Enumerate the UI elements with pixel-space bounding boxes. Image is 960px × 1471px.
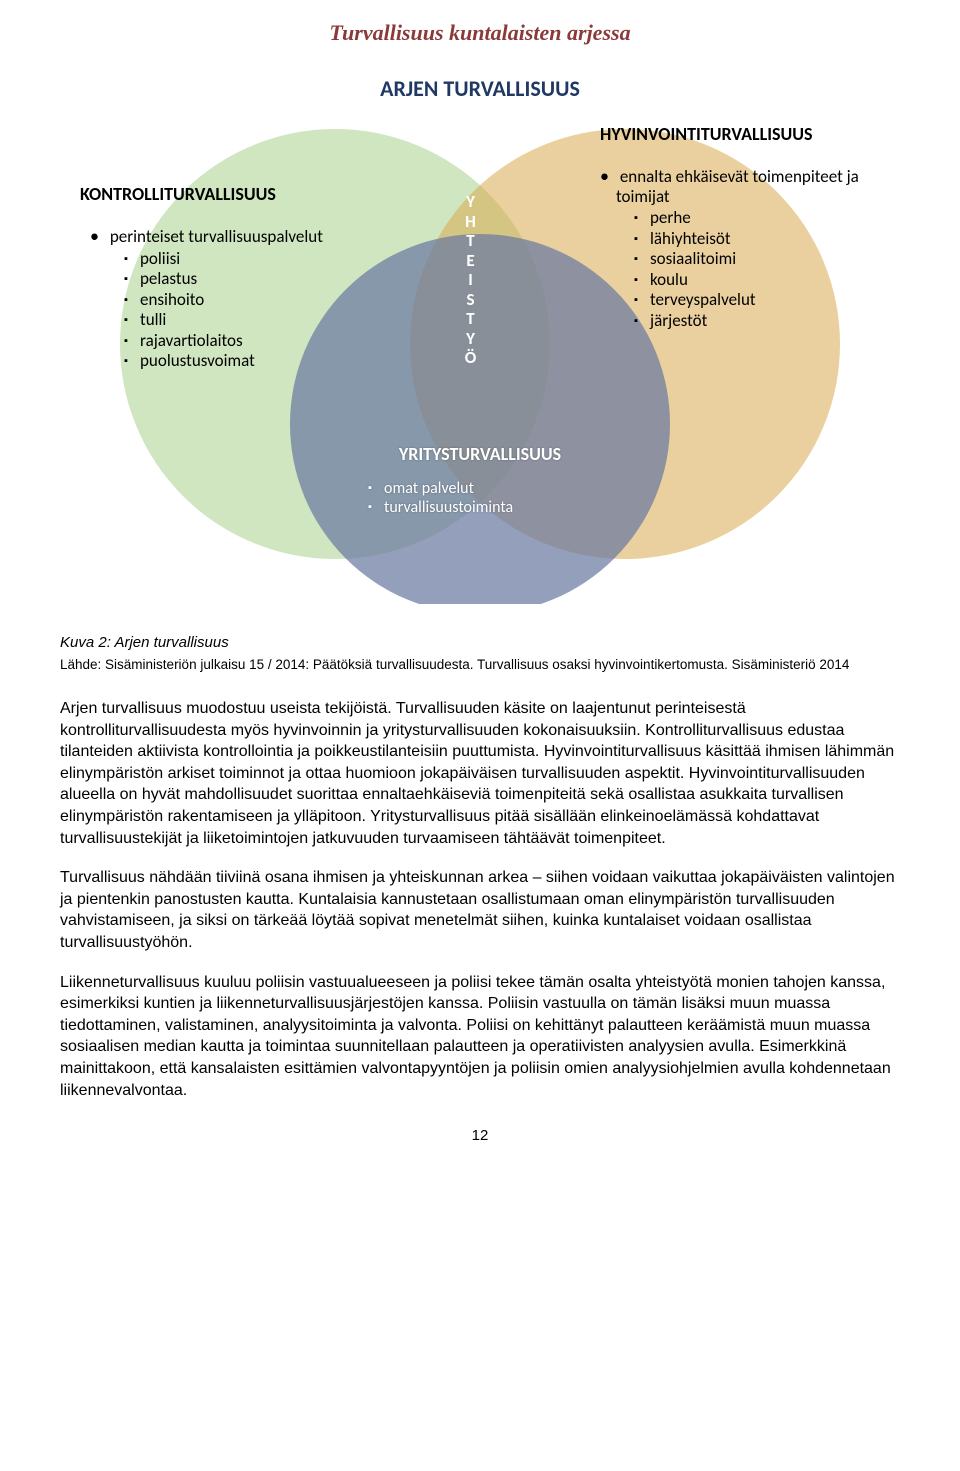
paragraph-2: Turvallisuus nähdään tiiviinä osana ihmi…: [60, 867, 900, 953]
venn-svg: [60, 64, 900, 604]
running-header: Turvallisuus kuntalaisten arjessa: [60, 20, 900, 46]
body-text: Arjen turvallisuus muodostuu useista tek…: [60, 698, 900, 1101]
figure-source: Lähde: Sisäministeriön julkaisu 15 / 201…: [60, 657, 900, 672]
paragraph-3: Liikenneturvallisuus kuuluu poliisin vas…: [60, 972, 900, 1102]
page-number: 12: [60, 1127, 900, 1144]
venn-diagram: ARJEN TURVALLISUUS KONTROLLITURVALLISUUS…: [60, 64, 900, 604]
circle-bottom: [290, 234, 670, 604]
paragraph-1: Arjen turvallisuus muodostuu useista tek…: [60, 698, 900, 849]
figure-caption: Kuva 2: Arjen turvallisuus: [60, 634, 900, 651]
